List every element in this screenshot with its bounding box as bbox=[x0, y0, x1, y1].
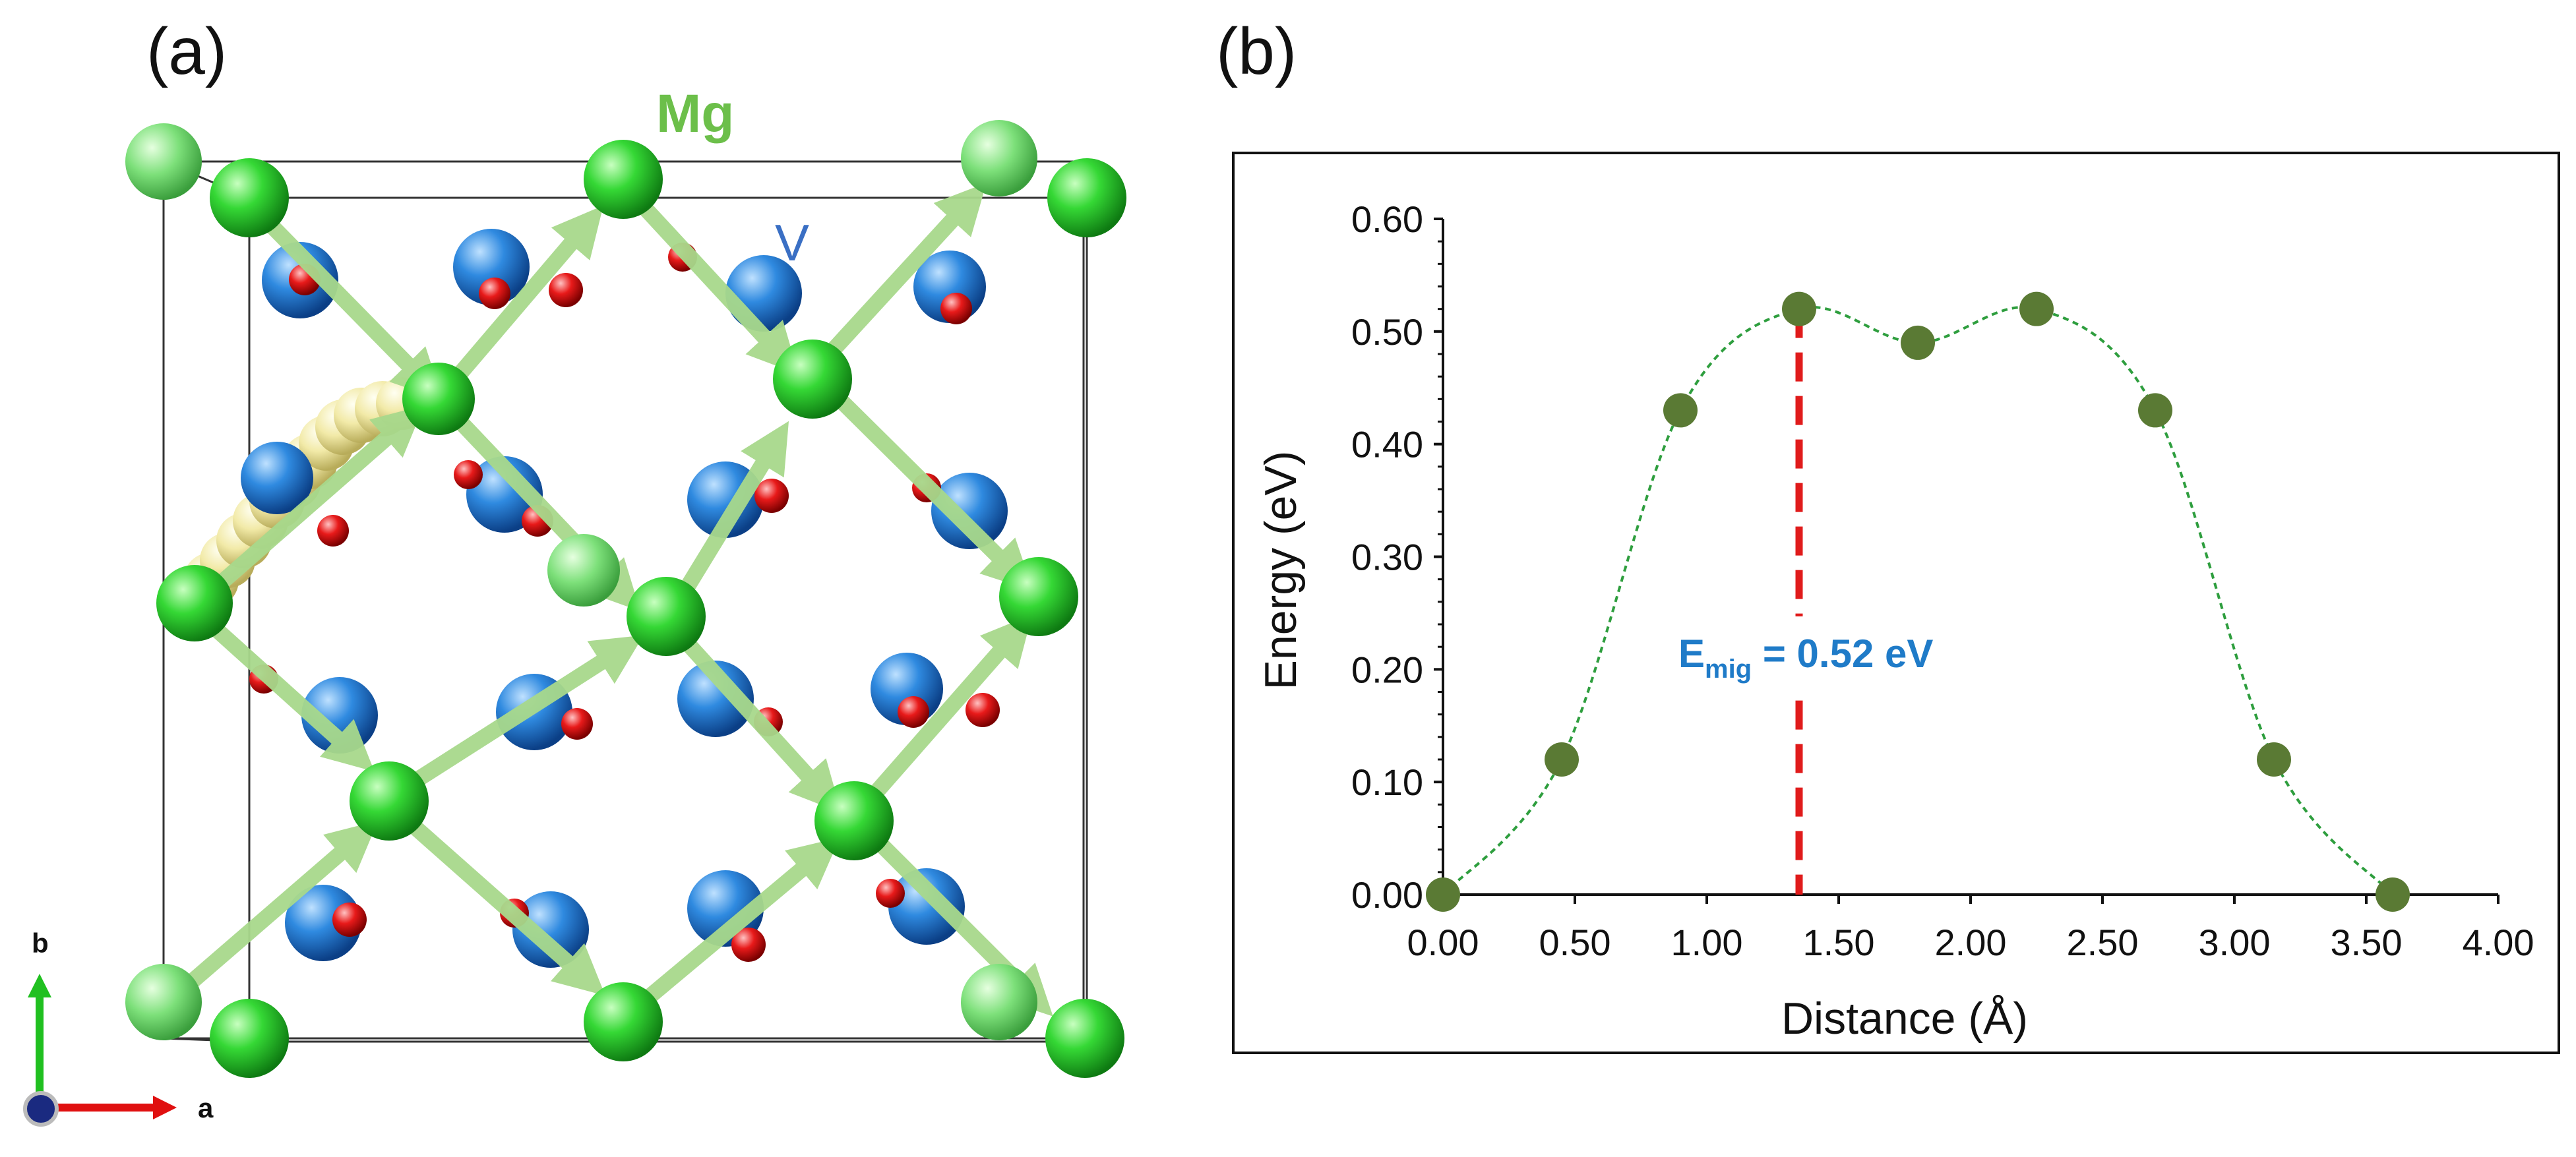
data-point bbox=[1426, 877, 1460, 912]
mg-atom bbox=[156, 565, 233, 641]
v-atom bbox=[241, 442, 313, 514]
panel-a-label: (a) bbox=[146, 15, 227, 88]
v-atom bbox=[285, 885, 361, 961]
y-axis-title: Energy (eV) bbox=[1256, 451, 1306, 690]
energy-chart: 0.00 0.10 0.20 0.30 0.40 0.50 0.60 0.00 0.50 1.0… bbox=[1256, 198, 2534, 1044]
data-point bbox=[1782, 291, 1816, 326]
o-atom bbox=[898, 696, 929, 728]
x-tick-label: 2.00 bbox=[1935, 922, 2007, 963]
mg-atom bbox=[1047, 158, 1126, 237]
annotation-prefix: E bbox=[1678, 632, 1705, 676]
o-atom bbox=[332, 903, 367, 937]
v-atom bbox=[677, 661, 754, 737]
x-tick-label: 3.00 bbox=[2199, 922, 2271, 963]
data-point bbox=[2138, 393, 2172, 428]
x-tick-label: 0.00 bbox=[1407, 922, 1479, 963]
crystal-axes: b a bbox=[23, 928, 214, 1127]
mg-atom bbox=[961, 964, 1037, 1040]
data-point bbox=[2257, 742, 2291, 777]
mg-atom bbox=[627, 577, 706, 656]
energy-chart-panel: (b) 0.00 0.10 0.20 0.30 0.40 0.50 0.60 0.00 0.5… bbox=[1216, 15, 2560, 1054]
data-point bbox=[2376, 877, 2410, 912]
x-tick-label: 3.50 bbox=[2331, 922, 2403, 963]
mg-atom bbox=[210, 158, 289, 237]
v-atom bbox=[888, 868, 965, 945]
v-atom bbox=[931, 473, 1008, 549]
mg-atom bbox=[584, 140, 663, 219]
x-tick-label: 0.50 bbox=[1539, 922, 1611, 963]
mg-label: Mg bbox=[656, 84, 734, 144]
data-point bbox=[1545, 742, 1579, 777]
mg-atom bbox=[814, 781, 894, 860]
x-tick-label: 1.00 bbox=[1671, 922, 1743, 963]
mg-atom bbox=[125, 123, 202, 200]
v-atom bbox=[687, 870, 764, 947]
v-atom bbox=[453, 229, 530, 305]
o-atom bbox=[940, 293, 972, 324]
o-atom bbox=[876, 879, 905, 908]
mg-atom bbox=[773, 340, 852, 419]
mg-atom bbox=[402, 363, 475, 435]
o-atom bbox=[454, 460, 483, 489]
mg-atom bbox=[350, 761, 429, 841]
o-atom bbox=[754, 479, 789, 513]
mg-atom bbox=[961, 120, 1037, 196]
chart-frame bbox=[1232, 152, 2560, 1054]
y-tick-label: 0.40 bbox=[1351, 424, 1423, 465]
y-tick-label: 0.00 bbox=[1351, 874, 1423, 916]
annotation-suffix: = 0.52 eV bbox=[1752, 632, 1933, 676]
y-tick-label: 0.20 bbox=[1351, 649, 1423, 690]
annotation-background bbox=[1661, 616, 2007, 699]
x-tick-label: 1.50 bbox=[1803, 922, 1875, 963]
mg-atom bbox=[584, 982, 663, 1061]
panel-b-label: (b) bbox=[1216, 15, 1297, 88]
o-atom bbox=[479, 278, 510, 309]
o-atom bbox=[966, 693, 1000, 727]
x-axis-title: Distance (Å) bbox=[1781, 994, 2028, 1044]
axis-origin-icon bbox=[23, 1091, 59, 1127]
mg-atom bbox=[999, 557, 1078, 636]
barrier-annotation: Emig = 0.52 eV bbox=[1678, 632, 1933, 684]
o-atom bbox=[561, 708, 593, 740]
x-tick-label: 2.50 bbox=[2067, 922, 2139, 963]
annotation-subscript: mig bbox=[1705, 655, 1752, 684]
mg-atom bbox=[125, 964, 202, 1040]
axis-b-label: b bbox=[32, 928, 49, 959]
y-tick-label: 0.50 bbox=[1351, 311, 1423, 353]
o-atom bbox=[731, 928, 766, 962]
mg-atom bbox=[210, 999, 289, 1078]
y-tick-label: 0.30 bbox=[1351, 537, 1423, 578]
v-label: V bbox=[775, 214, 809, 272]
y-tick-label: 0.10 bbox=[1351, 761, 1423, 803]
o-atom bbox=[317, 515, 349, 547]
x-tick-label: 4.00 bbox=[2463, 922, 2534, 963]
magnesium-atoms bbox=[125, 120, 1126, 1078]
mg-atom bbox=[1045, 999, 1124, 1078]
data-point bbox=[1663, 393, 1698, 428]
migration-arrows bbox=[160, 177, 1053, 1026]
o-atom bbox=[549, 273, 583, 307]
y-tick-label: 0.60 bbox=[1351, 198, 1423, 240]
mg-atom bbox=[547, 534, 620, 607]
data-point bbox=[1901, 325, 1935, 360]
axis-a-label: a bbox=[198, 1092, 214, 1123]
data-point bbox=[2019, 291, 2054, 326]
crystal-structure-panel: (a) Mg V b a bbox=[23, 15, 1126, 1127]
